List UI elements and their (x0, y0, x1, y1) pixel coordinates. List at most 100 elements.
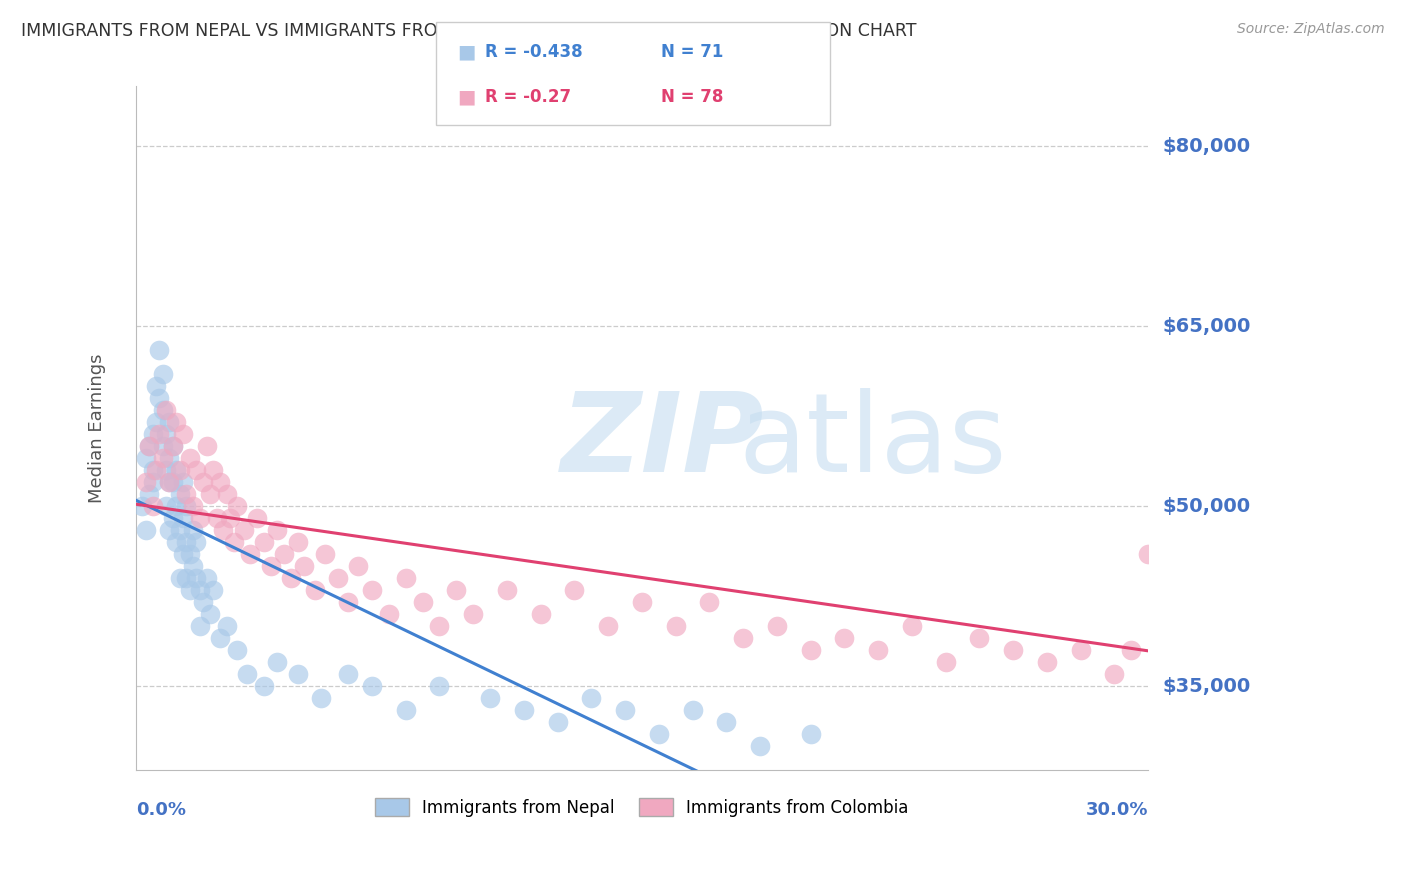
Point (188, 619, 211, 633)
Point (145, 379, 167, 393)
Point (188, 583, 211, 598)
Point (1154, 655, 1177, 669)
Point (152, 439, 174, 453)
Point (446, 583, 468, 598)
Point (145, 463, 167, 477)
Point (266, 523, 288, 537)
Text: $50,000: $50,000 (1161, 497, 1250, 516)
Point (1205, 523, 1227, 537)
Point (260, 559, 283, 574)
Point (138, 439, 160, 453)
Point (195, 439, 218, 453)
Point (395, 703, 418, 717)
Point (165, 415, 187, 429)
Point (193, 595, 215, 609)
Point (222, 535, 245, 549)
Point (176, 535, 198, 549)
Point (429, 679, 451, 693)
Point (152, 368, 174, 382)
Point (969, 631, 991, 645)
Point (564, 583, 586, 598)
Point (186, 535, 208, 549)
Point (152, 403, 174, 417)
Point (176, 487, 198, 501)
Text: 30.0%: 30.0% (1085, 800, 1149, 819)
Point (159, 415, 181, 429)
Point (1121, 643, 1143, 657)
Point (1137, 547, 1160, 561)
Point (162, 511, 184, 525)
Point (901, 619, 924, 633)
Point (181, 559, 204, 574)
Text: Median Earnings: Median Earnings (89, 353, 107, 503)
Point (239, 547, 262, 561)
Point (347, 559, 370, 574)
Point (172, 427, 194, 442)
Point (337, 595, 360, 609)
Point (294, 559, 316, 574)
Point (135, 451, 157, 466)
Point (631, 595, 654, 609)
Point (212, 523, 235, 537)
Text: 0.0%: 0.0% (136, 800, 186, 819)
Point (209, 475, 232, 490)
Point (253, 535, 276, 549)
Text: N = 71: N = 71 (661, 43, 723, 61)
Point (148, 427, 170, 442)
Point (328, 571, 350, 585)
Point (135, 523, 157, 537)
Point (648, 727, 671, 741)
Point (186, 571, 208, 585)
Point (169, 463, 191, 477)
Point (202, 583, 225, 598)
Point (1239, 535, 1261, 549)
Point (162, 439, 184, 453)
Point (581, 691, 603, 706)
Point (1036, 655, 1059, 669)
Point (1070, 643, 1092, 657)
Point (378, 607, 401, 621)
Text: ■: ■ (457, 43, 475, 62)
Point (193, 475, 215, 490)
Point (513, 703, 536, 717)
Point (165, 499, 187, 513)
Point (186, 463, 208, 477)
Point (834, 631, 856, 645)
Text: R = -0.27: R = -0.27 (485, 88, 571, 106)
Point (165, 463, 187, 477)
Point (749, 739, 772, 753)
Point (176, 499, 198, 513)
Point (226, 499, 249, 513)
Point (152, 451, 174, 466)
Point (1188, 643, 1211, 657)
Point (800, 727, 823, 741)
Point (181, 499, 204, 513)
Point (181, 523, 204, 537)
Point (253, 679, 276, 693)
Point (226, 643, 249, 657)
Point (232, 523, 254, 537)
Point (172, 547, 194, 561)
Point (172, 511, 194, 525)
Point (314, 547, 336, 561)
Point (665, 619, 688, 633)
Point (361, 679, 384, 693)
Point (162, 439, 184, 453)
Point (155, 463, 177, 477)
Text: $80,000: $80,000 (1161, 136, 1250, 156)
Text: $65,000: $65,000 (1161, 317, 1250, 335)
Point (395, 571, 418, 585)
Point (614, 703, 637, 717)
Point (530, 607, 553, 621)
Point (188, 511, 211, 525)
Text: R = -0.438: R = -0.438 (485, 43, 582, 61)
Point (202, 463, 225, 477)
Point (479, 691, 502, 706)
Point (219, 511, 242, 525)
Point (162, 475, 184, 490)
Point (716, 714, 738, 729)
Point (361, 583, 384, 598)
Point (138, 439, 160, 453)
Point (311, 691, 333, 706)
Text: atlas: atlas (738, 388, 1007, 495)
